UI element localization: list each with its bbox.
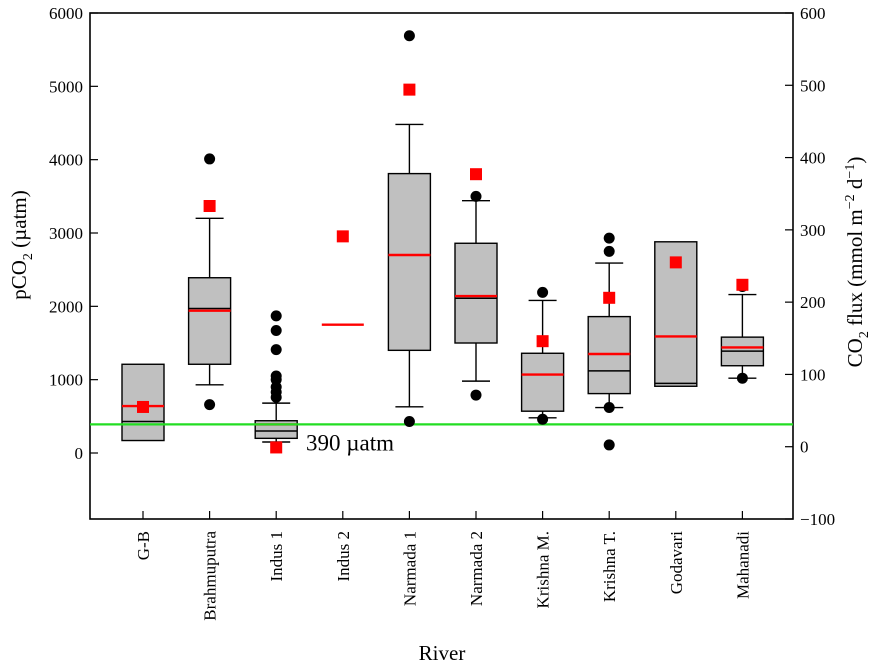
x-tick-label: Indus 1: [267, 531, 286, 582]
x-tick-label: Krishna T.: [600, 531, 619, 602]
x-tick-label: Brahmuputra: [201, 531, 220, 621]
x-tick-label: Godavari: [667, 531, 686, 595]
outlier-point: [537, 413, 549, 425]
y-axis-title-right: CO2 flux (mmol m−2 d−1): [843, 157, 872, 368]
left-axis: 0 1000 2000 3000 4000 5000 6000: [49, 4, 98, 463]
outlier-point: [270, 344, 282, 356]
x-tick-label: Mahanadi: [733, 531, 752, 599]
flux-marker: [669, 256, 682, 269]
x-axis-title: River: [419, 641, 466, 665]
y-tick-label-right: 100: [800, 365, 826, 384]
y-tick-label-left: 3000: [49, 224, 83, 243]
y-tick-label-left: 0: [75, 444, 84, 463]
flux-marker: [270, 441, 283, 454]
y-tick-label-right: 200: [800, 293, 826, 312]
y-tick-label-left: 1000: [49, 371, 83, 390]
flux-marker: [137, 400, 149, 413]
boxes-layer: [121, 123, 765, 443]
outlier-point: [470, 190, 482, 202]
reference-line-group: 390 µatm: [90, 423, 793, 455]
y-axis-title-left: pCO2 (µatm): [7, 190, 36, 300]
x-tick-label: Narmada 1: [400, 531, 419, 606]
y-tick-label-left: 6000: [49, 4, 83, 23]
y-tick-label-left: 2000: [49, 297, 83, 316]
y-tick-label-right: 0: [800, 438, 809, 457]
outlier-point: [537, 286, 549, 298]
outlier-point: [603, 439, 615, 451]
flux-marker: [203, 200, 216, 213]
flux-marker: [536, 335, 549, 348]
y-tick-label-left: 4000: [49, 151, 83, 170]
y-tick-label-right: 600: [800, 4, 826, 23]
outlier-point: [270, 386, 282, 398]
outlier-point: [270, 325, 282, 337]
outlier-point: [270, 370, 282, 382]
flux-marker: [603, 291, 616, 304]
x-tick-label: Narmada 2: [467, 531, 486, 606]
outlier-point: [470, 389, 482, 401]
box: [454, 242, 498, 344]
outlier-point: [270, 310, 282, 322]
flux-marker: [403, 83, 416, 96]
outlier-point: [204, 153, 216, 165]
outlier-point: [204, 399, 216, 411]
y-tick-label-right: 300: [800, 221, 826, 240]
points-layer: [137, 30, 749, 454]
x-tick-label: G-B: [134, 531, 153, 560]
outlier-point: [403, 30, 415, 42]
y-tick-label-left: 5000: [49, 77, 83, 96]
outlier-point: [603, 232, 615, 244]
x-tick-label: Indus 2: [334, 531, 353, 582]
outlier-point: [603, 245, 615, 257]
flux-marker: [470, 168, 482, 181]
outlier-point: [736, 372, 748, 384]
x-tick-label: Krishna M.: [534, 531, 553, 608]
x-axis: G-B Brahmuputra Indus 1 Indus 2 Narmada 1 Nar…: [134, 511, 752, 621]
y-tick-label-right: −100: [800, 510, 835, 529]
plot-frame: [89, 12, 794, 520]
box: [187, 277, 232, 365]
right-axis: −100 0 100 200 300 400 500 600: [785, 4, 835, 529]
reference-line-label: 390 µatm: [306, 430, 394, 455]
y-tick-label-right: 500: [800, 76, 826, 95]
box: [387, 172, 432, 352]
flux-marker: [336, 230, 349, 243]
outlier-point: [403, 415, 415, 427]
box: [520, 352, 565, 412]
outlier-point: [603, 402, 615, 414]
y-tick-label-right: 400: [800, 149, 826, 168]
flux-marker: [736, 278, 749, 291]
